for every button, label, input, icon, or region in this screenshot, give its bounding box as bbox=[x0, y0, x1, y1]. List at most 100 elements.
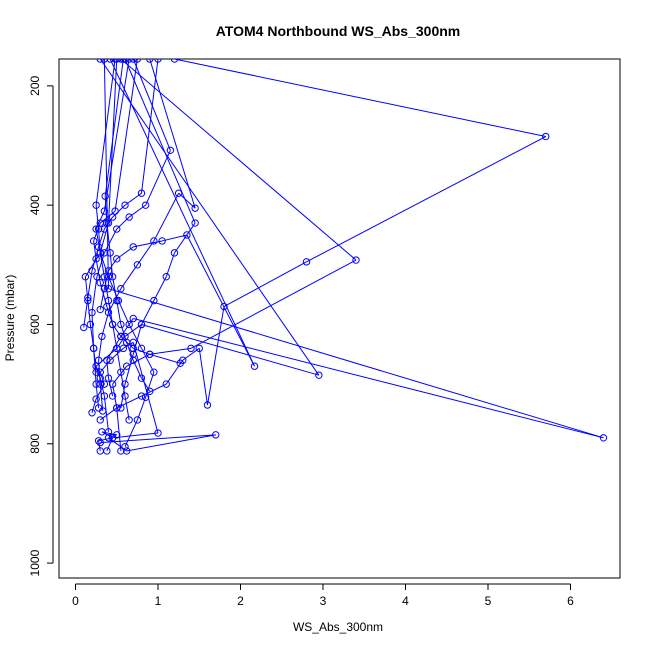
series-11 bbox=[94, 59, 199, 415]
series-segment bbox=[87, 270, 93, 298]
data-point bbox=[100, 249, 109, 257]
data-point bbox=[121, 201, 129, 209]
series-segment bbox=[91, 398, 97, 413]
data-point bbox=[125, 59, 133, 63]
x-tick-label: 6 bbox=[567, 594, 574, 608]
series-segment bbox=[149, 347, 192, 355]
data-point bbox=[92, 255, 100, 263]
series-segment bbox=[108, 258, 118, 272]
series-segment bbox=[95, 59, 116, 206]
data-point bbox=[106, 249, 114, 257]
series-segment bbox=[99, 282, 108, 307]
data-point bbox=[92, 380, 100, 388]
data-point bbox=[100, 284, 109, 293]
series-segment bbox=[198, 348, 208, 406]
data-point bbox=[125, 213, 133, 221]
data-point bbox=[117, 320, 125, 329]
data-point bbox=[113, 225, 121, 233]
data-point bbox=[108, 434, 117, 442]
series-segment bbox=[124, 395, 130, 420]
data-point bbox=[117, 284, 125, 293]
series-segment bbox=[95, 384, 100, 409]
data-point bbox=[117, 59, 125, 63]
series-14 bbox=[101, 59, 154, 395]
data-point bbox=[542, 132, 550, 141]
data-point bbox=[117, 332, 125, 341]
data-point bbox=[98, 332, 106, 341]
data-point bbox=[92, 395, 100, 403]
data-point bbox=[104, 284, 113, 293]
data-point bbox=[108, 392, 117, 400]
series-segment bbox=[103, 216, 114, 230]
series-segment bbox=[103, 59, 130, 212]
series-segment bbox=[112, 276, 118, 301]
data-point bbox=[195, 344, 203, 353]
data-point bbox=[129, 356, 137, 364]
data-point bbox=[174, 189, 183, 197]
series-segment bbox=[120, 372, 126, 397]
data-point bbox=[96, 305, 104, 314]
data-point bbox=[103, 356, 111, 364]
series-segment bbox=[165, 252, 175, 277]
data-point bbox=[119, 59, 128, 63]
series-segment bbox=[98, 360, 101, 385]
series-segment bbox=[132, 59, 171, 151]
series-segment bbox=[120, 264, 138, 289]
series-segment bbox=[99, 252, 105, 277]
data-point bbox=[121, 392, 129, 400]
data-point bbox=[94, 356, 103, 364]
data-point bbox=[133, 261, 142, 269]
series-segment bbox=[132, 342, 159, 434]
data-point bbox=[146, 350, 154, 358]
series-segment bbox=[83, 297, 89, 328]
series-segment bbox=[98, 336, 103, 361]
series-segment bbox=[186, 234, 255, 367]
data-point bbox=[103, 302, 111, 311]
data-point bbox=[122, 338, 131, 347]
data-point bbox=[315, 371, 323, 379]
data-point bbox=[121, 443, 129, 451]
data-point bbox=[125, 320, 133, 329]
data-point bbox=[170, 59, 179, 63]
series-segment bbox=[174, 222, 196, 254]
series-segment bbox=[128, 324, 142, 349]
series-segment bbox=[99, 359, 111, 373]
data-point bbox=[187, 344, 195, 353]
data-point bbox=[191, 219, 199, 227]
data-point bbox=[129, 344, 137, 353]
data-point bbox=[113, 404, 121, 412]
data-point bbox=[133, 59, 142, 63]
series-segment bbox=[99, 59, 320, 376]
data-point bbox=[84, 293, 92, 302]
series-segment bbox=[306, 136, 546, 263]
series-segment bbox=[103, 276, 109, 301]
series-segment bbox=[141, 300, 155, 325]
x-tick-label: 5 bbox=[485, 594, 492, 608]
series-1 bbox=[94, 428, 220, 455]
data-point bbox=[96, 416, 104, 424]
data-point bbox=[117, 368, 125, 376]
data-point bbox=[94, 437, 103, 445]
data-point bbox=[129, 314, 137, 323]
series-segment bbox=[112, 384, 118, 409]
data-point bbox=[137, 374, 146, 382]
data-point bbox=[104, 374, 113, 382]
data-point bbox=[150, 368, 158, 376]
x-axis: 0 1 2 3 4 5 6 bbox=[72, 583, 574, 608]
data-point bbox=[101, 192, 109, 200]
y-tick-label: 400 bbox=[28, 195, 42, 215]
data-point bbox=[100, 59, 109, 63]
series-5 bbox=[92, 59, 323, 436]
series-segment bbox=[174, 59, 546, 138]
series-segment bbox=[95, 258, 101, 283]
series-segment bbox=[116, 300, 122, 325]
data-point bbox=[108, 213, 117, 221]
x-tick-label: 3 bbox=[320, 594, 327, 608]
series-segment bbox=[93, 348, 97, 385]
series-segment bbox=[153, 192, 180, 242]
series-segment bbox=[116, 407, 122, 451]
data-point bbox=[137, 189, 146, 197]
data-point bbox=[106, 59, 114, 63]
data-point bbox=[146, 387, 154, 395]
